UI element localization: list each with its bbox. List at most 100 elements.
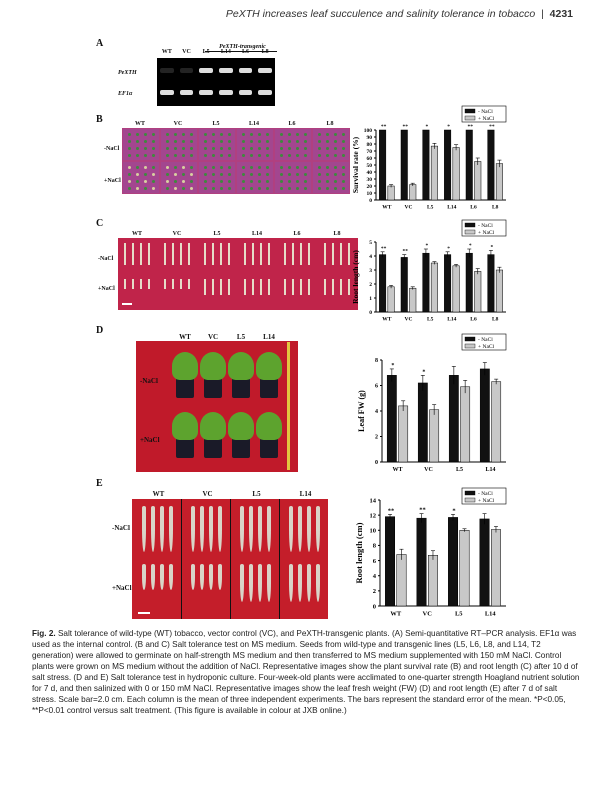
gel-band: [238, 68, 253, 73]
x-tick-label: WT: [392, 467, 402, 473]
seedling: [128, 180, 131, 183]
bar-plus-nacl: [460, 386, 471, 463]
panel-c-col-l14: L14: [251, 231, 262, 237]
bar-minus-nacl: [400, 257, 408, 313]
x-tick-label: L6: [470, 205, 477, 211]
plant-leaves: [228, 412, 254, 440]
root-sample: [307, 506, 311, 552]
panel-c-col-l5: L5: [213, 231, 221, 237]
panel-d-col-l5: L5: [236, 333, 246, 341]
bar-minus-nacl: [379, 254, 387, 313]
seedling: [152, 140, 155, 143]
seedling: [258, 140, 261, 143]
seedling: [204, 187, 207, 190]
seedling: [318, 187, 321, 190]
root-sample: [169, 506, 173, 552]
panel-c-row-label-minus: -NaCl: [98, 256, 114, 262]
seedling-root: [148, 243, 150, 265]
seedling: [144, 133, 147, 136]
seedling: [166, 173, 169, 176]
significance-mark: *: [422, 369, 425, 375]
panel-letter-c: C: [96, 218, 104, 229]
seedling: [182, 140, 185, 143]
seedling: [250, 173, 253, 176]
seedling: [136, 133, 139, 136]
bar-plus-nacl: [409, 184, 417, 201]
legend-swatch: [464, 115, 476, 121]
seedling: [152, 147, 155, 150]
bar-plus-nacl: [452, 265, 460, 313]
x-tick-label: WT: [390, 611, 402, 618]
seedling: [144, 147, 147, 150]
y-tick-label: 8: [373, 543, 377, 550]
seedling: [342, 154, 345, 157]
seedling: [204, 166, 207, 169]
seedling: [174, 154, 177, 157]
y-tick-label: 90: [367, 135, 373, 141]
seedling: [182, 133, 185, 136]
seedling: [304, 154, 307, 157]
significance-mark: *: [452, 507, 455, 514]
seedling: [258, 147, 261, 150]
plant-pot: [176, 378, 194, 398]
x-tick-label: L14: [485, 611, 497, 618]
seedling: [250, 140, 253, 143]
seedling: [342, 140, 345, 143]
x-tick-label: VC: [405, 317, 413, 323]
seedling: [212, 133, 215, 136]
seedling: [288, 166, 291, 169]
plant-pot: [232, 378, 250, 398]
root-sample: [191, 564, 195, 590]
seedling-root: [148, 279, 150, 289]
figure-caption: Fig. 2. Salt tolerance of wild-type (WT)…: [32, 628, 582, 716]
y-axis-label: Root length (cm): [351, 250, 360, 304]
gel-column-wt: WT: [161, 49, 172, 55]
seedling-root: [284, 243, 286, 265]
seedling-root: [212, 243, 214, 265]
y-tick-label: 8: [375, 358, 378, 364]
seedling-root: [140, 243, 142, 265]
significance-mark: **: [381, 124, 387, 130]
seedling-root: [220, 243, 222, 265]
transgenic-group-label: PeXTH-transgenic: [219, 44, 266, 50]
root-sample: [209, 506, 213, 552]
seedling: [136, 140, 139, 143]
seedling: [334, 173, 337, 176]
y-tick-label: 5: [369, 240, 372, 246]
bar-minus-nacl: [386, 375, 397, 463]
seedling: [174, 173, 177, 176]
seedling-root: [252, 243, 254, 265]
legend-label: - NaCl: [478, 223, 493, 229]
seedling: [318, 166, 321, 169]
root-sample: [200, 506, 204, 552]
y-tick-label: 0: [373, 603, 376, 610]
seedling: [326, 147, 329, 150]
seedling: [326, 133, 329, 136]
petri-plate: [274, 128, 312, 161]
petri-plate: [198, 128, 236, 161]
seedling-root: [228, 279, 230, 295]
seedling: [174, 147, 177, 150]
seedling: [326, 173, 329, 176]
seedling: [204, 140, 207, 143]
panel-e-col-vc: VC: [202, 490, 213, 498]
seedling: [296, 173, 299, 176]
seedling: [166, 180, 169, 183]
legend-label: - NaCl: [478, 337, 493, 343]
caption-text: Salt tolerance of wild-type (WT) tobacco…: [32, 629, 580, 715]
petri-plate: [160, 161, 198, 194]
seedling: [228, 147, 231, 150]
plant-leaves: [200, 412, 226, 440]
panel-b-col-l5: L5: [212, 121, 220, 127]
panel-b-col-l14: L14: [248, 121, 259, 127]
bar-plus-nacl: [452, 147, 460, 201]
seedling-root: [172, 243, 174, 265]
seedling: [182, 166, 185, 169]
legend-label: + NaCl: [478, 230, 495, 236]
panel-e-row-label-plus: +NaCl: [112, 584, 132, 592]
seedling-root: [164, 279, 166, 289]
legend-label: + NaCl: [478, 116, 495, 122]
x-tick-label: WT: [382, 317, 392, 323]
panel-d-row-label-plus: +NaCl: [140, 436, 160, 444]
y-tick-label: 0: [375, 460, 378, 466]
